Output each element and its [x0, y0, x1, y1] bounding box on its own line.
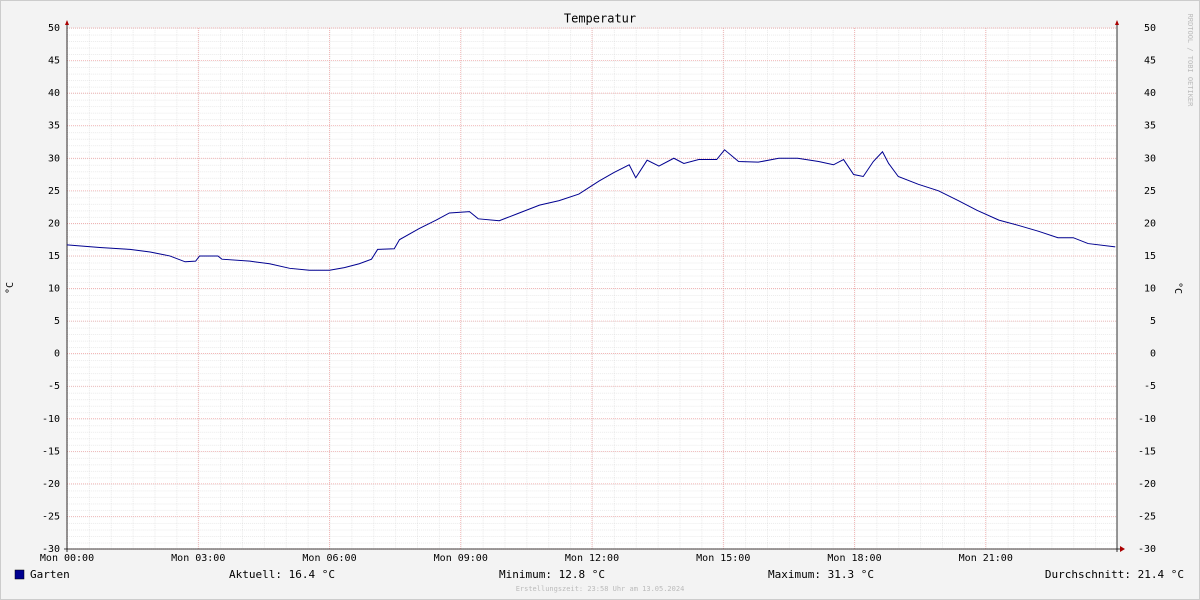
y-tick-label: 10 — [48, 284, 60, 295]
x-tick-label: Mon 21:00 — [959, 553, 1013, 564]
y-tick-label: -10 — [42, 414, 60, 425]
y-tick-label: 15 — [48, 251, 60, 262]
x-tick-label: Mon 03:00 — [171, 553, 225, 564]
chart-title: Temperatur — [564, 12, 636, 26]
stat-minimum: Minimum: 12.8 °C — [499, 568, 605, 581]
y2-tick-label: 35 — [1144, 121, 1156, 132]
x-tick-label: Mon 18:00 — [827, 553, 881, 564]
axis-arrow — [65, 20, 69, 25]
axis-arrow — [1120, 546, 1125, 552]
stat-maximum: Maximum: 31.3 °C — [768, 568, 874, 581]
y-tick-label: 40 — [48, 88, 60, 99]
y2-tick-label: -10 — [1138, 414, 1156, 425]
stat-current: Aktuell: 16.4 °C — [229, 568, 335, 581]
y2-tick-label: -25 — [1138, 511, 1156, 522]
y-tick-label: -30 — [42, 544, 60, 555]
stat-average: Durchschnitt: 21.4 °C — [1045, 568, 1184, 581]
footer: Erstellungszeit: 23:58 Uhr am 13.05.2024 — [516, 585, 685, 593]
y-axis-label: °C — [5, 282, 16, 294]
y-tick-label: -5 — [48, 381, 60, 392]
y-tick-label: -25 — [42, 511, 60, 522]
x-tick-label: Mon 06:00 — [302, 553, 356, 564]
x-tick-label: Mon 09:00 — [434, 553, 488, 564]
y2-tick-label: 20 — [1144, 218, 1156, 229]
y2-axis-label: °C — [1172, 282, 1183, 294]
x-tick-label: Mon 12:00 — [565, 553, 619, 564]
axis-arrow — [1115, 20, 1119, 25]
y2-tick-label: -15 — [1138, 446, 1156, 457]
y-tick-label: 30 — [48, 153, 60, 164]
y2-tick-label: -5 — [1144, 381, 1156, 392]
y2-tick-label: 30 — [1144, 153, 1156, 164]
x-tick-label: Mon 00:00 — [40, 553, 94, 564]
y-tick-label: 20 — [48, 218, 60, 229]
y2-tick-label: 40 — [1144, 88, 1156, 99]
legend-swatch — [14, 569, 25, 580]
y-tick-label: 35 — [48, 121, 60, 132]
y2-tick-label: -20 — [1138, 479, 1156, 490]
legend-entry: Garten — [30, 568, 70, 581]
y2-tick-label: 50 — [1144, 23, 1156, 34]
y-tick-label: -20 — [42, 479, 60, 490]
y-tick-label: 50 — [48, 23, 60, 34]
y-tick-label: 25 — [48, 186, 60, 197]
y-tick-label: 45 — [48, 56, 60, 67]
y2-tick-label: 5 — [1150, 316, 1156, 327]
watermark: RRDTOOL / TOBI OETIKER — [1186, 14, 1194, 108]
y2-tick-label: 25 — [1144, 186, 1156, 197]
y2-tick-label: -30 — [1138, 544, 1156, 555]
y2-tick-label: 0 — [1150, 349, 1156, 360]
y-tick-label: 5 — [54, 316, 60, 327]
y-tick-label: -15 — [42, 446, 60, 457]
y2-tick-label: 45 — [1144, 56, 1156, 67]
y2-tick-label: 10 — [1144, 284, 1156, 295]
data-line — [66, 149, 1116, 271]
x-tick-label: Mon 15:00 — [696, 553, 750, 564]
y-tick-label: 0 — [54, 349, 60, 360]
y2-tick-label: 15 — [1144, 251, 1156, 262]
